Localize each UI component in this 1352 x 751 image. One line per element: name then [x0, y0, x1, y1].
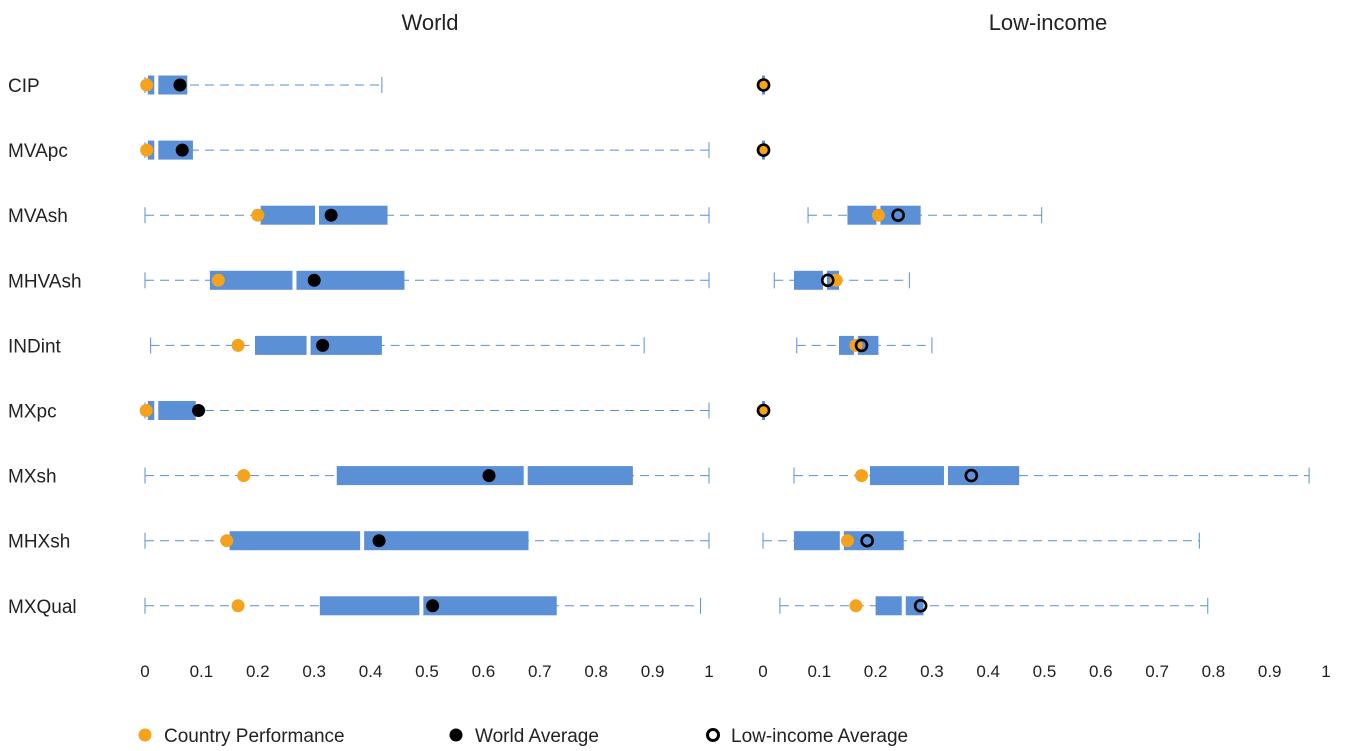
- legend-world-avg-label: World Average: [475, 726, 599, 747]
- box-iqr: [209, 270, 405, 290]
- legend: Country Performance World Average Low-in…: [138, 726, 908, 747]
- box-row-mhxsh: [762, 530, 1200, 552]
- box-iqr: [147, 401, 196, 420]
- panel-title: Low-income: [989, 10, 1108, 35]
- box-row-mxsh: [793, 465, 1310, 487]
- box-row-mvapc: [140, 139, 710, 161]
- country-performance-marker: [237, 469, 251, 483]
- x-tick-label: 0.1: [190, 662, 214, 681]
- country-performance-marker: [849, 599, 863, 613]
- box-row-mhvash: [144, 269, 710, 291]
- lowincome-average-marker: [756, 143, 771, 157]
- country-performance-marker: [855, 469, 869, 483]
- x-tick-label: 0.8: [1202, 662, 1226, 681]
- panel-0: World 0 0.1 0.2 0.3 0.4 0.5 0.6 0.7 0.8 0.9 1: [139, 10, 714, 681]
- x-tick-label: 0.4: [976, 662, 1000, 681]
- box-row-mhvash: [773, 269, 910, 291]
- box-row-mxsh: [144, 465, 710, 487]
- country-performance-marker: [871, 208, 885, 222]
- box-row-mvash: [807, 204, 1043, 226]
- world-average-marker: [324, 208, 338, 222]
- x-tick-label: 0.6: [1089, 662, 1113, 681]
- x-tick-label: 0.3: [302, 662, 326, 681]
- legend-world-avg-marker: [449, 728, 463, 742]
- box-row-mvapc: [756, 140, 771, 160]
- box-row-mvash: [144, 204, 710, 226]
- row-label-cip: CIP: [8, 76, 40, 97]
- x-tick-label: 0.9: [641, 662, 665, 681]
- lowincome-average-marker: [964, 468, 979, 483]
- x-tick-label: 0.6: [472, 662, 496, 681]
- box-row-indint: [150, 334, 645, 356]
- box-row-mxpc: [756, 401, 771, 420]
- box-row-mxqual: [779, 595, 1209, 617]
- x-tick-label: 0.8: [584, 662, 608, 681]
- country-performance-marker: [231, 338, 245, 352]
- x-tick-label: 0.2: [246, 662, 270, 681]
- country-performance-marker: [140, 143, 154, 157]
- row-label-mvapc: MVApc: [8, 141, 68, 162]
- row-label-mhvash: MHVAsh: [8, 271, 82, 292]
- world-average-marker: [316, 338, 330, 352]
- lowincome-average-marker: [820, 273, 835, 288]
- country-performance-marker: [231, 599, 245, 613]
- x-tick-label: 0.9: [1258, 662, 1282, 681]
- country-performance-marker: [220, 534, 234, 548]
- x-tick-label: 1: [1321, 662, 1330, 681]
- world-average-marker: [175, 143, 189, 157]
- legend-lowincome-avg-label: Low-income Average: [731, 726, 908, 747]
- row-label-mxsh: MXsh: [8, 467, 57, 488]
- world-average-marker: [307, 273, 321, 287]
- lowincome-average-marker: [854, 338, 869, 353]
- legend-country-label: Country Performance: [164, 726, 345, 747]
- lowincome-average-marker: [756, 403, 771, 418]
- x-tick-label: 0.1: [807, 662, 831, 681]
- x-tick-label: 0.5: [415, 662, 439, 681]
- legend-country-marker: [138, 728, 152, 742]
- row-label-mxpc: MXpc: [8, 402, 57, 423]
- world-average-marker: [173, 78, 187, 92]
- x-tick-label: 0.2: [864, 662, 888, 681]
- box-row-cip: [140, 74, 383, 96]
- x-tick-label: 0.7: [528, 662, 552, 681]
- box-iqr: [875, 596, 924, 616]
- world-average-marker: [426, 599, 440, 613]
- box-row-mhxsh: [144, 530, 710, 552]
- x-tick-label: 0: [758, 662, 767, 681]
- x-tick-label: 0.7: [1145, 662, 1169, 681]
- panel-1: Low-income 0 0.1 0.2 0.3 0.4 0.5 0.6 0.7 0.8 0.9 1: [756, 10, 1331, 681]
- lowincome-average-marker: [913, 598, 928, 613]
- x-tick-label: 0.4: [359, 662, 383, 681]
- lowincome-average-marker: [891, 208, 905, 222]
- world-average-marker: [372, 534, 386, 548]
- world-average-marker: [482, 469, 496, 483]
- country-performance-marker: [139, 404, 153, 417]
- row-labels: CIP MVApc MVAsh MHVAsh INDint MXpc MXsh MHXsh MX…: [8, 76, 82, 618]
- box-row-indint: [796, 334, 933, 356]
- x-tick-label: 0.3: [920, 662, 944, 681]
- box-row-mxpc: [139, 400, 710, 421]
- x-tick-label: 1: [704, 662, 713, 681]
- row-label-mxqual: MXQual: [8, 597, 77, 618]
- x-tick-label: 0.5: [1033, 662, 1057, 681]
- country-performance-marker: [140, 78, 154, 92]
- row-label-mhxsh: MHXsh: [8, 532, 70, 553]
- country-performance-marker: [840, 534, 854, 548]
- row-label-mvash: MVAsh: [8, 206, 68, 227]
- row-label-indint: INDint: [8, 336, 62, 357]
- box-row-mxqual: [144, 595, 702, 617]
- lowincome-average-marker: [756, 78, 771, 92]
- lowincome-average-marker: [860, 533, 874, 548]
- box-iqr: [260, 205, 388, 225]
- country-performance-marker: [211, 273, 225, 287]
- legend-lowincome-avg-marker: [706, 728, 720, 742]
- panel-title: World: [401, 10, 458, 35]
- country-performance-marker: [251, 208, 265, 222]
- world-average-marker: [192, 404, 206, 417]
- box-row-cip: [756, 75, 771, 95]
- x-tick-label: 0: [140, 662, 149, 681]
